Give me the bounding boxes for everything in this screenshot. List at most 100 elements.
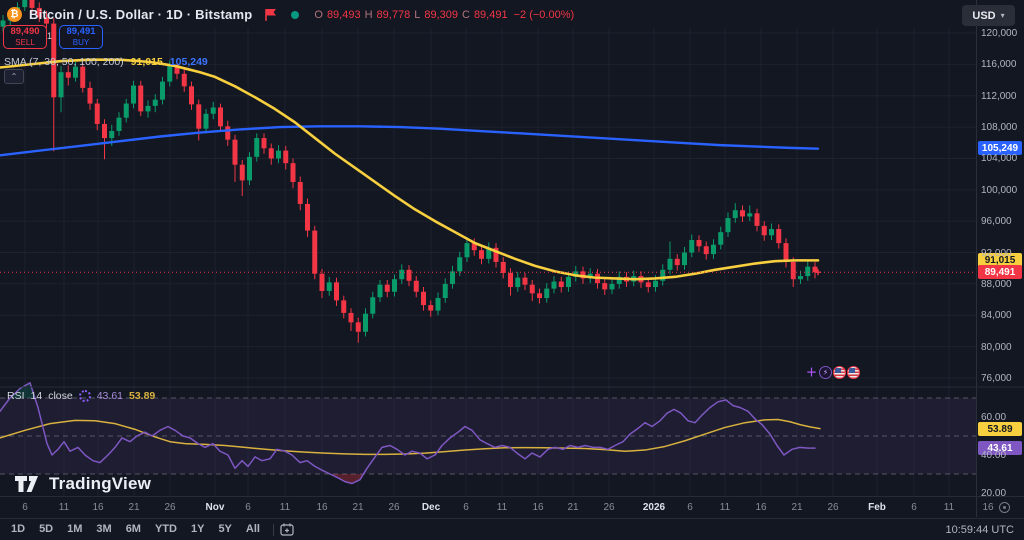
time-axis-label: 11 [279, 502, 291, 513]
time-axis-label-nov: Nov [205, 502, 225, 513]
time-axis-label: 6 [911, 502, 917, 513]
clock-display[interactable]: 10:59:44 UTC [945, 523, 1014, 536]
bottom-toolbar: 1D 5D 1M 3M 6M YTD 1Y 5Y All 10:59:44 UTC [0, 518, 1024, 540]
market-status-icon[interactable] [291, 10, 300, 19]
time-axis-label: 16 [982, 502, 994, 513]
rsi-legend[interactable]: RSI 14 close 43.61 53.89 [7, 390, 155, 402]
price-axis-tick: 120,000 [981, 28, 1018, 39]
tradingview-logo-text: TradingView [49, 474, 152, 493]
price-axis-tick: 88,000 [981, 278, 1012, 290]
sell-price: 89,490 [10, 25, 40, 37]
time-axis-label-2026: 2026 [642, 502, 666, 513]
toolbar-divider [272, 523, 274, 536]
low-label: L [414, 8, 421, 21]
flag-icon[interactable] [265, 8, 277, 21]
range-button-3m[interactable]: 3M [96, 523, 112, 535]
time-axis-label: 26 [388, 502, 400, 513]
high-value: 89,778 [376, 8, 411, 21]
sma-slow-price-label: 105,249 [978, 141, 1022, 155]
high-label: H [364, 8, 373, 21]
chevron-up-icon: ⌃ [10, 72, 18, 81]
tradingview-watermark[interactable]: TradingView [15, 474, 151, 494]
price-axis-tick: 76,000 [981, 373, 1012, 384]
price-axis-tick: 116,000 [981, 59, 1017, 71]
symbol-header: ₿ Bitcoin / U.S. Dollar · 1D · Bitstamp … [7, 7, 574, 22]
price-axis-tick: 96,000 [981, 216, 1012, 228]
last-price-label: 89,491 [978, 265, 1022, 279]
range-button-all[interactable]: All [245, 523, 260, 535]
rsi-value-label: 43.61 [978, 441, 1022, 455]
buy-label: BUY [72, 37, 90, 47]
plus-icon[interactable]: ＋ [806, 367, 817, 379]
time-axis-label: 26 [164, 502, 176, 513]
range-button-1m[interactable]: 1M [67, 523, 83, 535]
range-button-5d[interactable]: 5D [39, 523, 54, 535]
pane-collapse-button[interactable]: ⌃ [4, 69, 24, 84]
bitcoin-icon: ₿ [7, 7, 22, 22]
range-button-1d[interactable]: 1D [11, 523, 26, 535]
time-axis-label: 11 [943, 502, 955, 513]
range-button-1y[interactable]: 1Y [190, 523, 205, 535]
rsi-value: 43.61 [96, 390, 123, 402]
rsi-ma-label: 53.89 [978, 422, 1022, 436]
calendar-icon [280, 523, 294, 536]
us-flag-event-icon[interactable] [847, 365, 860, 379]
lightning-event-icon[interactable]: ⚡ [819, 365, 832, 379]
timezone-icon[interactable] [999, 502, 1010, 513]
rsi-loading-icon [78, 390, 91, 402]
sma-legend[interactable]: SMA (7, 30, 50, 100, 200) 91,015 105,249 [4, 56, 208, 68]
sell-label: SELL [15, 37, 35, 47]
sell-button[interactable]: 89,490 SELL [3, 25, 47, 49]
range-button-ytd[interactable]: YTD [154, 523, 177, 535]
time-axis-label: 16 [532, 502, 544, 513]
rsi-axis-tick: 20.00 [981, 488, 1007, 499]
spread-value: 1 [47, 31, 53, 41]
buy-price: 89,491 [66, 25, 96, 37]
time-axis-label: 21 [567, 502, 579, 513]
time-axis-label: 6 [245, 502, 251, 513]
time-axis-label: 26 [603, 502, 615, 513]
rsi-title: RSI [7, 390, 25, 402]
range-button-5y[interactable]: 5Y [218, 523, 232, 535]
time-axis-label-feb: Feb [868, 502, 886, 513]
price-axis-tick: 112,000 [981, 90, 1017, 102]
sma-legend-label: SMA (7, 30, 50, 100, 200) [4, 56, 124, 68]
rsi-axis-tick: 60.00 [981, 412, 1007, 423]
range-buttons: 1D 5D 1M 3M 6M YTD 1Y 5Y All [4, 519, 267, 540]
time-axis-label: 16 [316, 502, 328, 513]
low-value: 89,309 [424, 8, 458, 21]
price-axis-tick: 100,000 [981, 184, 1018, 196]
sma-fast-value: 91,015 [130, 56, 163, 68]
time-axis-label-dec: Dec [421, 502, 441, 513]
open-label: O [314, 8, 323, 21]
ohlc-values: O 89,493 H 89,778 L 89,309 C 89,491 −2 (−0.0… [314, 9, 574, 21]
time-axis-label: 11 [58, 502, 70, 513]
symbol-title[interactable]: Bitcoin / U.S. Dollar · 1D · Bitstamp [29, 7, 253, 22]
time-axis-label: 11 [719, 502, 731, 513]
lightning-icon: ⚡ [822, 367, 829, 377]
time-axis-label: 6 [463, 502, 469, 513]
close-value: 89,491 [473, 8, 508, 21]
sma-fast-price-label: 91,015 [978, 253, 1022, 267]
rsi-ma-value: 53.89 [129, 390, 156, 402]
currency-selector[interactable]: USD ▾ [962, 5, 1015, 26]
rsi-axis-tick: 40.00 [981, 450, 1007, 461]
time-axis-label: 6 [687, 502, 693, 513]
price-axis-tick: 92,000 [981, 247, 1012, 259]
time-axis-label: 21 [791, 502, 803, 513]
tradingview-logo-icon [15, 476, 38, 492]
price-axis-tick: 80,000 [981, 341, 1012, 353]
open-value: 89,493 [326, 8, 361, 21]
sma-slow-value: 105,249 [169, 56, 208, 68]
buy-button[interactable]: 89,491 BUY [59, 25, 103, 49]
rsi-period: 14 [30, 390, 43, 402]
event-markers: ＋ ⚡ [806, 364, 860, 380]
time-axis-label: 16 [755, 502, 767, 513]
change-value: −2 (−0.00%) [513, 8, 575, 21]
go-to-date-button[interactable] [280, 523, 294, 536]
range-button-6m[interactable]: 6M [125, 523, 141, 535]
currency-label: USD [972, 9, 996, 22]
rsi-source: close [48, 390, 73, 402]
us-flag-event-icon[interactable] [833, 365, 846, 379]
